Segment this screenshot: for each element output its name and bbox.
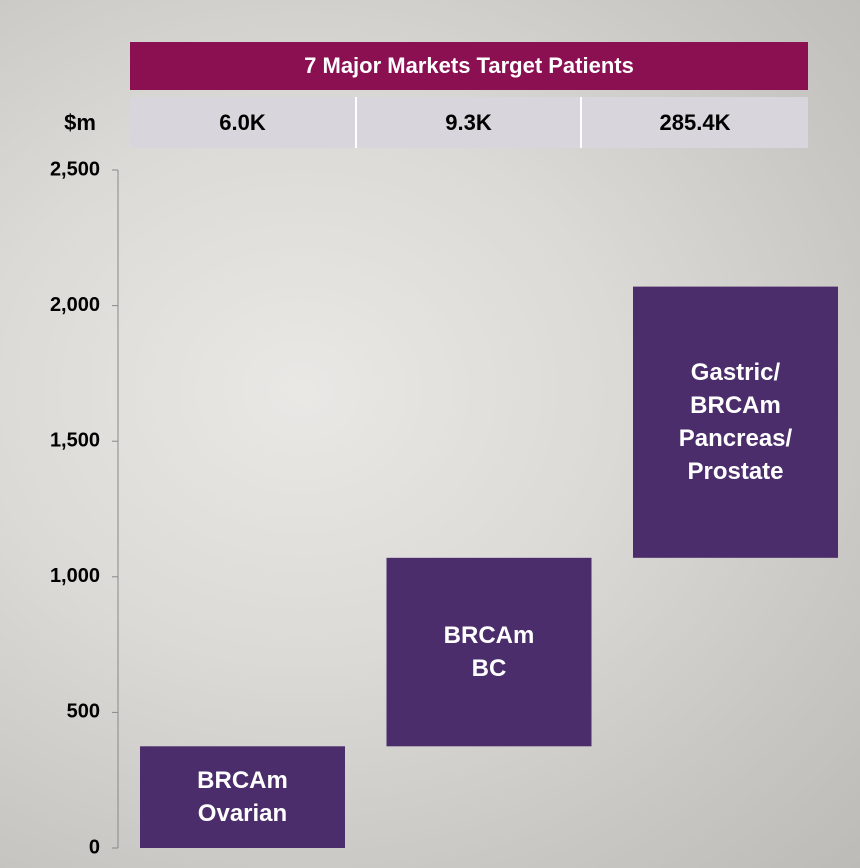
bar (386, 557, 592, 747)
header-value: 285.4K (582, 97, 808, 148)
table-header: 7 Major Markets Target Patients (130, 42, 808, 90)
y-axis-label: $m (64, 109, 96, 135)
bar-label: BRCAm BC (443, 622, 535, 683)
header-value: 6.0K (130, 97, 357, 148)
header-value: 9.3K (357, 97, 582, 148)
y-tick-label: 1,500 (50, 429, 100, 451)
y-tick-label: 1,000 (50, 565, 100, 587)
bar (633, 286, 838, 558)
y-tick-label: 2,000 (50, 294, 100, 316)
bar-label: BRCAm Ovarian (197, 767, 288, 828)
bar-label: Gastric/ BRCAm Pancreas/ Prostate (678, 359, 793, 486)
y-tick-label: 500 (67, 701, 100, 723)
bar (140, 746, 345, 848)
y-tick-label: 2,500 (50, 158, 100, 180)
y-tick-label: 0 (89, 836, 100, 858)
